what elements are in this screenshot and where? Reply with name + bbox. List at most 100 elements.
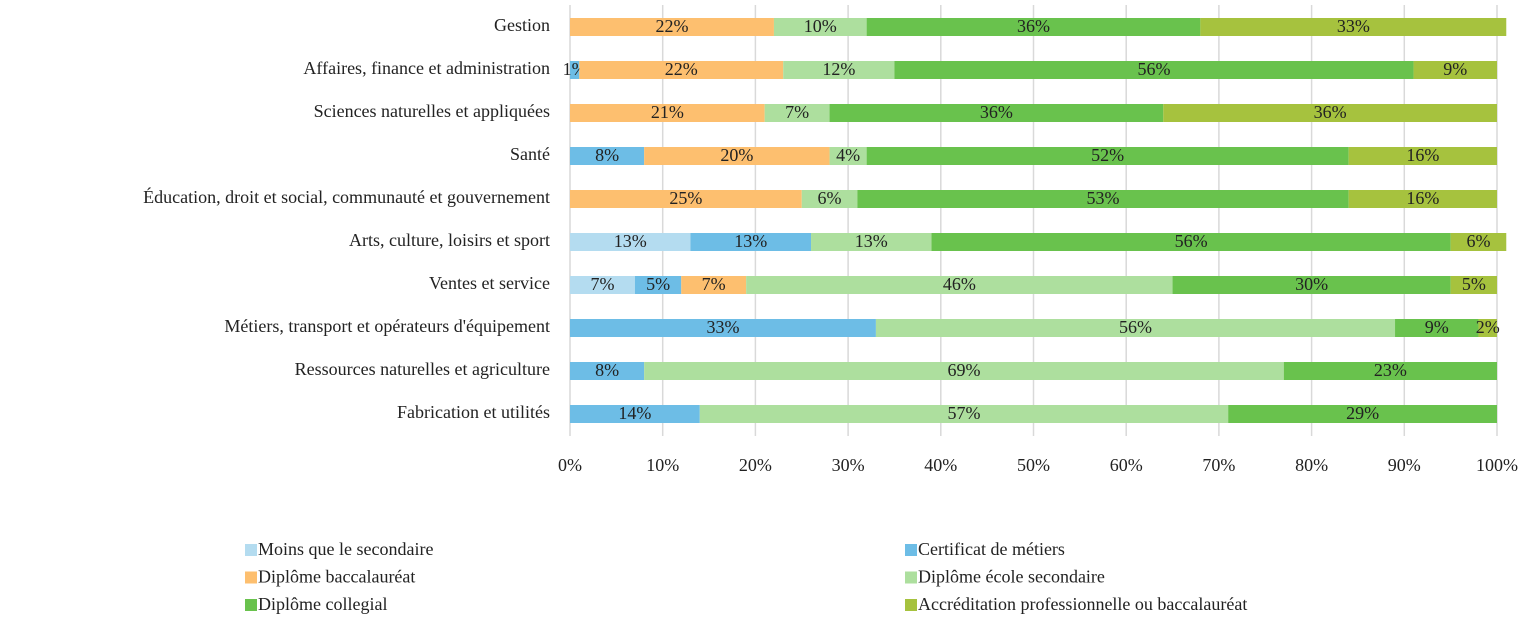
y-tick-label: Fabrication et utilités <box>397 402 550 422</box>
x-tick-label: 100% <box>1476 455 1518 475</box>
x-tick-label: 20% <box>739 455 772 475</box>
y-tick-label: Ressources naturelles et agriculture <box>295 359 550 379</box>
legend-label: Diplôme école secondaire <box>918 567 1105 587</box>
y-tick-label: Santé <box>510 144 550 164</box>
data-label: 57% <box>947 403 980 423</box>
bar-segment <box>570 104 765 122</box>
bar-segment <box>1348 190 1497 208</box>
bar-segment <box>570 18 774 36</box>
legend-label: Accréditation professionnelle ou baccala… <box>918 594 1247 614</box>
data-label: 36% <box>1314 102 1347 122</box>
bar-segment <box>801 190 858 208</box>
data-label: 12% <box>822 59 855 79</box>
bar-segment <box>811 233 932 251</box>
data-label: 56% <box>1119 317 1152 337</box>
bar-segment <box>829 104 1164 122</box>
data-label: 16% <box>1406 145 1439 165</box>
bar-segment <box>1413 61 1497 79</box>
x-tick-label: 80% <box>1295 455 1328 475</box>
bar-segment <box>1283 362 1497 380</box>
bar-segment <box>857 190 1349 208</box>
legend-swatch <box>905 571 917 584</box>
bar-segment <box>829 147 867 165</box>
y-tick-label: Gestion <box>494 15 550 35</box>
data-label: 56% <box>1138 59 1171 79</box>
data-label: 13% <box>734 231 767 251</box>
bar-segment <box>690 233 812 251</box>
legend-swatch <box>245 571 257 584</box>
data-label: 22% <box>665 59 698 79</box>
bar-segment <box>681 276 747 294</box>
bar-segment <box>866 147 1349 165</box>
data-label: 7% <box>785 102 809 122</box>
data-label: 20% <box>720 145 753 165</box>
bar-segment <box>931 233 1451 251</box>
legend-label: Diplôme baccalauréat <box>258 567 415 587</box>
bar-segment <box>746 276 1173 294</box>
legend-swatch <box>245 599 257 611</box>
x-tick-label: 10% <box>646 455 679 475</box>
legend-swatch <box>245 544 257 556</box>
data-label: 5% <box>646 274 670 294</box>
data-label: 36% <box>1017 16 1050 36</box>
bar-segment <box>570 233 691 251</box>
data-label: 6% <box>1466 231 1490 251</box>
y-tick-label: Affaires, finance et administration <box>303 58 550 78</box>
data-label: 21% <box>651 102 684 122</box>
data-label: 2% <box>1476 317 1500 337</box>
bar-segment <box>570 147 645 165</box>
x-tick-label: 40% <box>924 455 957 475</box>
data-label: 10% <box>804 16 837 36</box>
y-tick-label: Éducation, droit et social, communauté e… <box>143 186 550 207</box>
data-label: 52% <box>1091 145 1124 165</box>
data-label: 14% <box>618 403 651 423</box>
bar-segment <box>570 362 645 380</box>
legend-swatch <box>905 599 917 611</box>
data-label: 69% <box>947 360 980 380</box>
bar-segment <box>1450 276 1497 294</box>
x-tick-label: 90% <box>1388 455 1421 475</box>
data-label: 56% <box>1175 231 1208 251</box>
data-label: 22% <box>655 16 688 36</box>
data-label: 36% <box>980 102 1013 122</box>
legend-swatch <box>905 544 917 556</box>
bar-segment <box>570 319 876 337</box>
bar-segment <box>1395 319 1479 337</box>
bar-segment <box>634 276 682 294</box>
x-tick-label: 30% <box>832 455 865 475</box>
data-label: 5% <box>1462 274 1486 294</box>
bar-segment <box>875 319 1396 337</box>
data-label: 7% <box>590 274 614 294</box>
data-label: 25% <box>669 188 702 208</box>
y-tick-label: Métiers, transport et opérateurs d'équip… <box>224 316 550 336</box>
data-label: 29% <box>1346 403 1379 423</box>
data-label: 33% <box>706 317 739 337</box>
data-label: 8% <box>595 145 619 165</box>
bar-segment <box>764 104 830 122</box>
data-label: 16% <box>1406 188 1439 208</box>
y-tick-label: Sciences naturelles et appliquées <box>314 101 550 121</box>
x-tick-label: 0% <box>558 455 582 475</box>
bar-segment <box>570 405 700 423</box>
bar-segment <box>699 405 1229 423</box>
legend-label: Diplôme collegial <box>258 594 387 614</box>
data-label: 7% <box>702 274 726 294</box>
bar-segment <box>783 61 895 79</box>
bar-segment <box>1450 233 1507 251</box>
legend-label: Moins que le secondaire <box>258 539 433 559</box>
bar-segment <box>570 61 580 79</box>
y-tick-label: Ventes et service <box>429 273 550 293</box>
bar-segment <box>1200 18 1507 36</box>
data-label: 53% <box>1087 188 1120 208</box>
bar-segment <box>866 18 1201 36</box>
bar-segment <box>1228 405 1497 423</box>
data-label: 23% <box>1374 360 1407 380</box>
data-label: 13% <box>614 231 647 251</box>
bar-segment <box>644 147 830 165</box>
x-tick-label: 60% <box>1110 455 1143 475</box>
data-label: 9% <box>1425 317 1449 337</box>
bar-segment <box>644 362 1284 380</box>
bar-segment <box>773 18 867 36</box>
x-tick-label: 70% <box>1202 455 1235 475</box>
